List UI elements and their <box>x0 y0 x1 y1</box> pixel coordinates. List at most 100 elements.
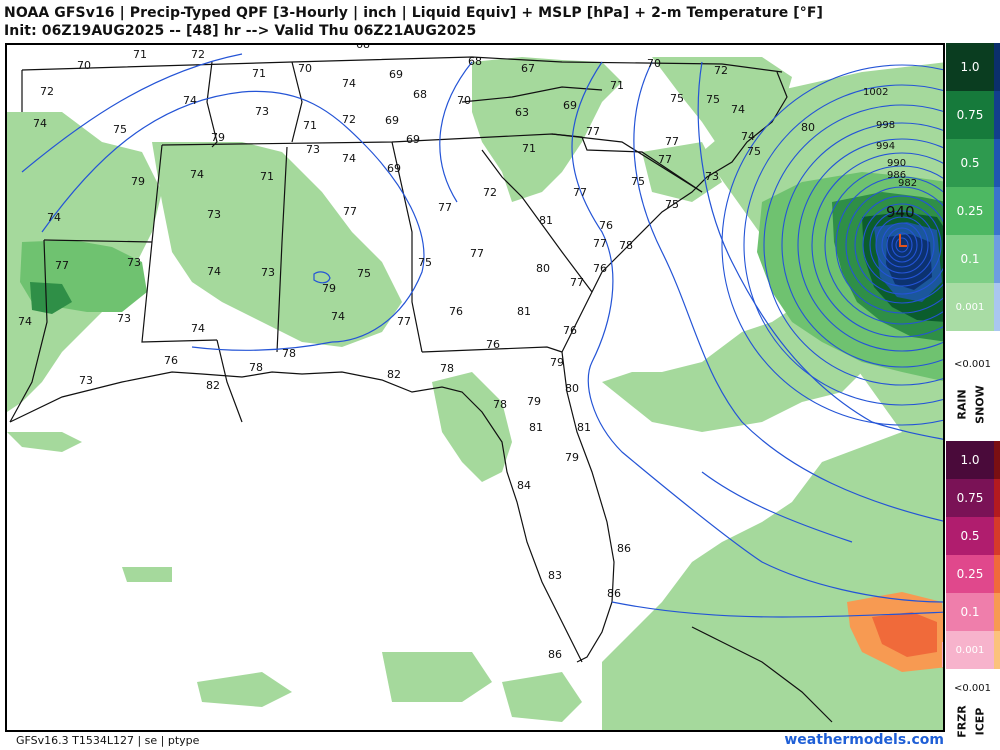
temperature-label: 72 <box>714 64 728 77</box>
map-canvas[interactable]: 1002 998 994 990 986 982 940 70 71 72 71 70 6… <box>7 45 945 732</box>
snow-label: SNOW <box>973 385 987 424</box>
temperature-label: 79 <box>131 175 145 188</box>
temperature-label: 69 <box>406 133 420 146</box>
temperature-label: 74 <box>207 265 221 278</box>
temperature-label: 86 <box>548 648 562 661</box>
temperature-label: 76 <box>599 219 613 232</box>
legend-swatch: 0.001 <box>946 631 994 669</box>
temperature-label: 77 <box>438 201 452 214</box>
legend-swatch-alt <box>994 235 1000 283</box>
temperature-label: 76 <box>164 354 178 367</box>
temperature-label: 79 <box>527 395 541 408</box>
legend-swatch-alt <box>994 91 1000 139</box>
temperature-label: 71 <box>133 48 147 61</box>
temperature-label: 86 <box>607 587 621 600</box>
low-marker-icon <box>899 234 907 247</box>
legend-swatch-alt <box>994 43 1000 91</box>
temperature-label: 70 <box>298 62 312 75</box>
legend-swatch: 0.75 <box>946 479 994 517</box>
temperature-label: 75 <box>418 256 432 269</box>
temperature-label: 78 <box>493 398 507 411</box>
model-info: GFSv16.3 T1534L127 | se | ptype <box>16 734 200 747</box>
legend-swatch: 0.1 <box>946 593 994 631</box>
precip-field <box>7 57 943 730</box>
legend-swatch-alt <box>994 479 1000 517</box>
temperature-label: 80 <box>565 382 579 395</box>
low-center[interactable]: 940 <box>886 203 915 247</box>
legend-swatch-alt <box>994 555 1000 593</box>
temperature-label: 74 <box>342 152 356 165</box>
temperature-label: 71 <box>252 67 266 80</box>
legend-swatch: 0.25 <box>946 555 994 593</box>
temperature-label: 81 <box>517 305 531 318</box>
temperature-label: 70 <box>77 59 91 72</box>
temperature-label: 69 <box>385 114 399 127</box>
temperature-label: 75 <box>670 92 684 105</box>
temperature-label: 77 <box>470 247 484 260</box>
legend-value: 0.25 <box>956 567 984 581</box>
isobar-label: 1002 <box>863 87 888 98</box>
temperature-label: 73 <box>127 256 141 269</box>
legend-swatch: 1.0 <box>946 43 994 91</box>
temperature-label: 76 <box>449 305 463 318</box>
temperature-label: 71 <box>522 142 536 155</box>
legend-swatch: 0.75 <box>946 91 994 139</box>
temperature-label: 77 <box>586 125 600 138</box>
brand-link[interactable]: weathermodels.com <box>784 732 944 748</box>
temperature-label: 72 <box>40 85 54 98</box>
legend-swatch-alt <box>994 631 1000 669</box>
temperature-label: 76 <box>593 262 607 275</box>
temperature-label: 81 <box>577 421 591 434</box>
frzr-icep-lt-label: <0.001 <box>954 683 992 694</box>
legend-swatch-alt <box>994 139 1000 187</box>
temperature-label: 71 <box>610 79 624 92</box>
map-panel[interactable]: 1002 998 994 990 986 982 940 70 71 72 71 70 6… <box>5 43 945 732</box>
legend-swatch: 1.0 <box>946 441 994 479</box>
temperature-label: 73 <box>261 266 275 279</box>
map-title: NOAA GFSv16 | Precip-Typed QPF [3-Hourly… <box>4 5 824 21</box>
temperature-label: 77 <box>593 237 607 250</box>
legend-value: 0.1 <box>960 252 980 266</box>
temperature-label: 74 <box>331 310 345 323</box>
legend-value: 0.5 <box>960 529 980 543</box>
legend-swatch: 0.5 <box>946 139 994 187</box>
temperature-label: 69 <box>563 99 577 112</box>
temperature-label: 71 <box>260 170 274 183</box>
temperature-label: 73 <box>306 143 320 156</box>
temperature-label: 72 <box>483 186 497 199</box>
rain-snow-lt-label: <0.001 <box>954 359 992 370</box>
temperature-label: 77 <box>570 276 584 289</box>
temperature-label: 63 <box>515 106 529 119</box>
temperature-label: 74 <box>342 77 356 90</box>
legend-value: 0.25 <box>956 204 984 218</box>
temperature-label: 74 <box>33 117 47 130</box>
legend-value: 0.75 <box>956 491 984 505</box>
temperature-label: 77 <box>397 315 411 328</box>
isobar-label: 994 <box>876 141 895 152</box>
temperature-label: 82 <box>387 368 401 381</box>
temperature-label: 78 <box>249 361 263 374</box>
temperature-label: 77 <box>573 186 587 199</box>
temperature-label: 76 <box>563 324 577 337</box>
temperature-label: 73 <box>79 374 93 387</box>
temperature-label: 79 <box>322 282 336 295</box>
temperature-label: 80 <box>801 121 815 134</box>
temperature-label: 74 <box>183 94 197 107</box>
isobar-label: 986 <box>887 170 906 181</box>
temperature-label: 73 <box>255 105 269 118</box>
frzr-label: FRZR <box>955 705 969 738</box>
temperature-label: 74 <box>18 315 32 328</box>
temperature-label: 77 <box>343 205 357 218</box>
temperature-label: 72 <box>191 48 205 61</box>
temperature-label: 74 <box>731 103 745 116</box>
legend-value: 0.75 <box>956 108 984 122</box>
temperature-label: 76 <box>486 338 500 351</box>
temperature-label: 77 <box>55 259 69 272</box>
temperature-label: 79 <box>565 451 579 464</box>
low-pressure-value: 940 <box>886 203 915 221</box>
legend-swatch: 0.5 <box>946 517 994 555</box>
legend-swatch: 0.001 <box>946 283 994 331</box>
header: NOAA GFSv16 | Precip-Typed QPF [3-Hourly… <box>0 0 1000 44</box>
temperature-label: 69 <box>387 162 401 175</box>
temperature-label: 75 <box>747 145 761 158</box>
